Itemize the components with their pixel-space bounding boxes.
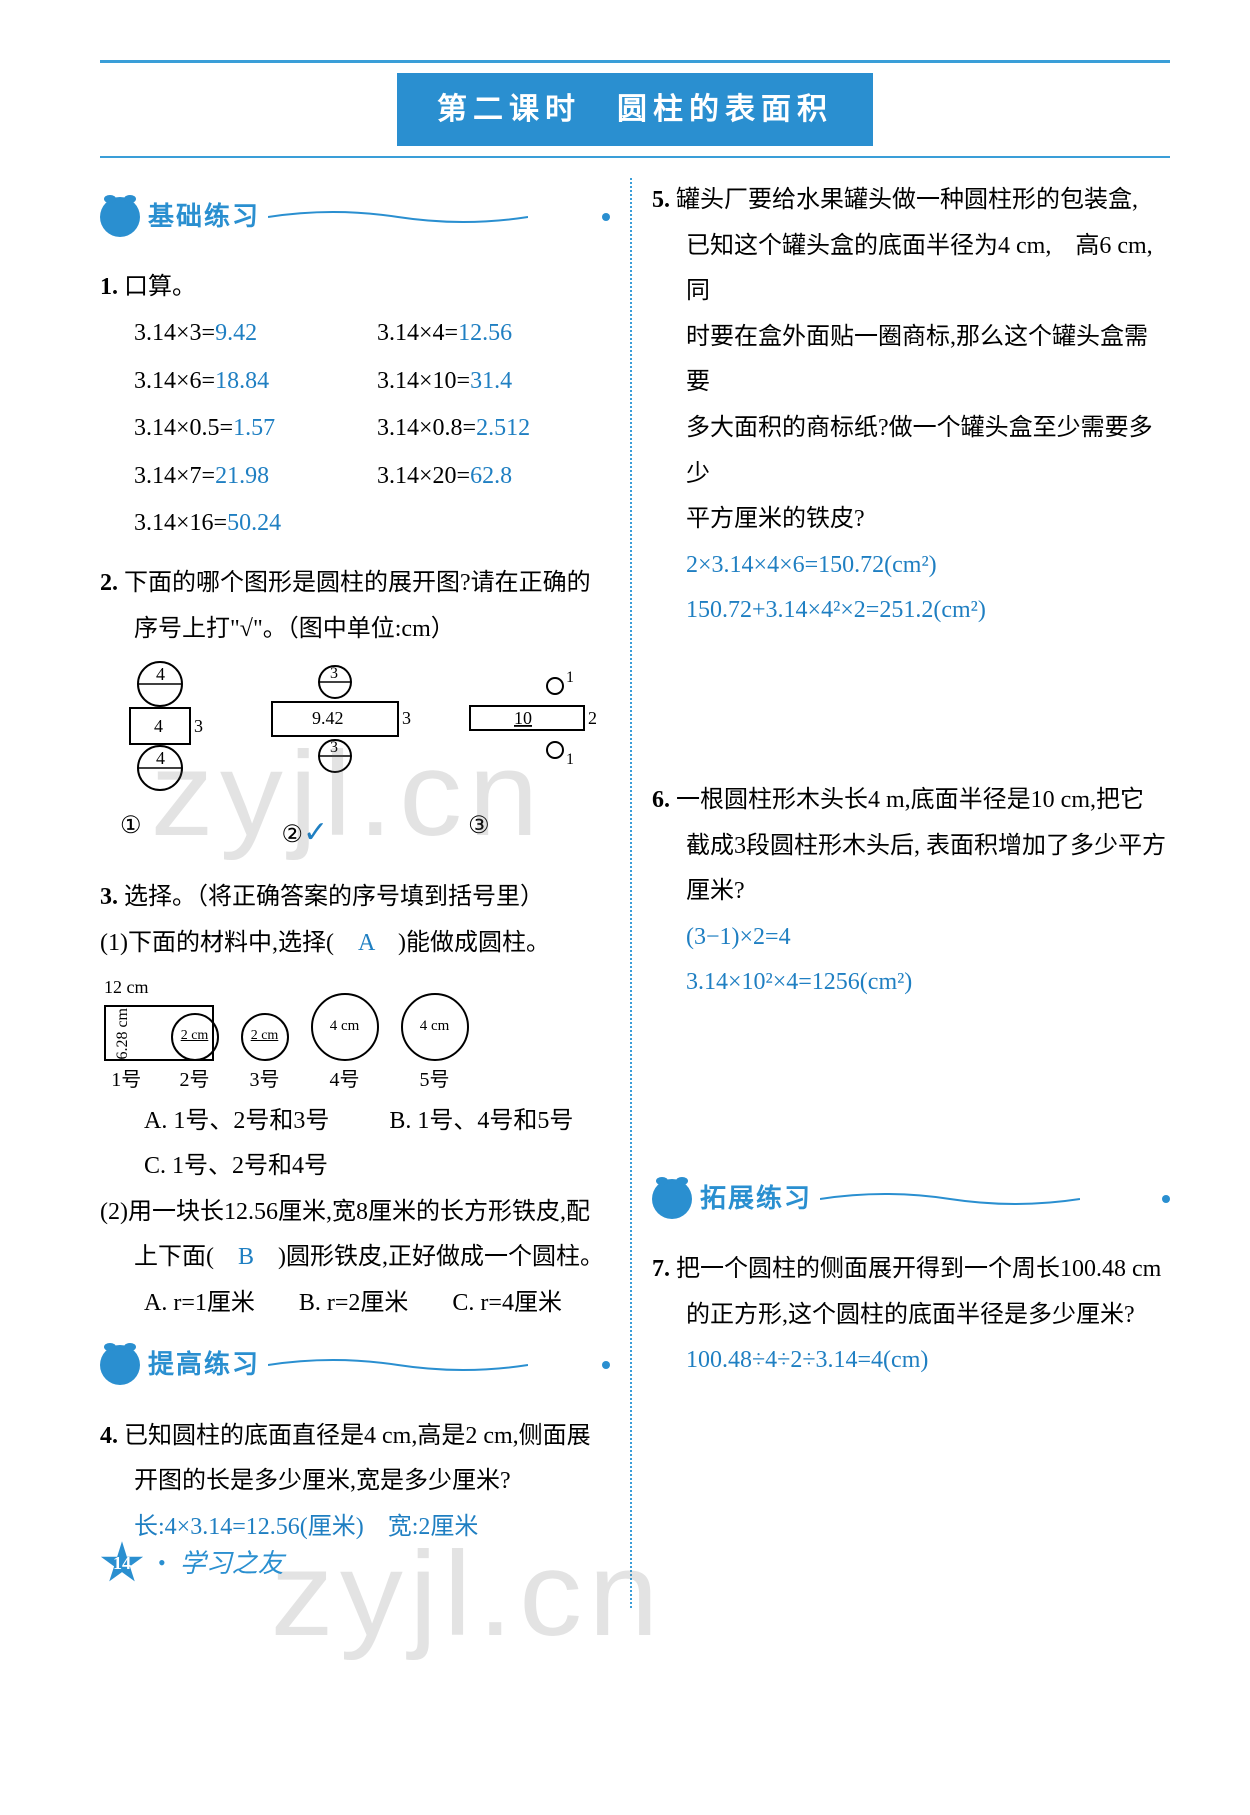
svg-text:4: 4 bbox=[156, 748, 165, 768]
svg-text:3: 3 bbox=[330, 665, 338, 682]
section-improve: 提高练习 bbox=[100, 1340, 610, 1389]
calc-item: 3.14×0.8=2.512 bbox=[377, 406, 610, 452]
question-3: 3. 选择。（将正确答案的序号填到括号里） (1)下面的材料中,选择( A )能… bbox=[100, 875, 610, 1326]
footer-title: 学习之友 bbox=[180, 1539, 284, 1588]
section-icon bbox=[100, 197, 140, 237]
q3p1-optA: A. 1号、2号和3号 bbox=[144, 1099, 329, 1145]
q6-answer-2: 3.14×10²×4=1256(cm²) bbox=[652, 960, 1170, 1006]
calc-item: 3.14×6=18.84 bbox=[134, 359, 367, 405]
q3p1-optC: C. 1号、2号和4号 bbox=[144, 1153, 328, 1179]
section-underline bbox=[820, 1193, 1154, 1205]
svg-text:3: 3 bbox=[330, 739, 338, 756]
calc-item: 3.14×3=9.42 bbox=[134, 311, 367, 357]
calc-item: 3.14×10=31.4 bbox=[377, 359, 610, 405]
svg-text:1: 1 bbox=[566, 669, 574, 686]
question-4: 4. 已知圆柱的底面直径是4 cm,高是2 cm,侧面展 开图的长是多少厘米,宽… bbox=[100, 1414, 610, 1551]
q2-diagrams: 4 4 3 4 3 9.42 3 bbox=[100, 652, 610, 804]
svg-text:4: 4 bbox=[156, 664, 165, 684]
q1-num: 1. bbox=[100, 274, 118, 300]
section-underline bbox=[268, 211, 594, 223]
svg-text:2: 2 bbox=[588, 708, 597, 728]
diagram-3: 1 10 2 1 bbox=[450, 660, 610, 800]
opt-label-1: ① bbox=[120, 804, 142, 861]
question-1: 1. 口算。 3.14×3=9.42 3.14×4=12.56 3.14×6=1… bbox=[100, 265, 610, 547]
page-footer: 14 • 学习之友 bbox=[100, 1539, 284, 1588]
left-column: 基础练习 1. 口算。 3.14×3=9.42 3.14×4=12.56 3.1… bbox=[100, 178, 610, 1608]
section-basic-text: 基础练习 bbox=[148, 192, 260, 241]
question-5: 5. 罐头厂要给水果罐头做一种圆柱形的包装盒, 已知这个罐头盒的底面半径为4 c… bbox=[652, 178, 1170, 634]
page-number-star: 14 bbox=[100, 1541, 144, 1585]
q3p2-optB: B. r=2厘米 bbox=[299, 1281, 409, 1327]
shape-circle-4: 4 cm 4号 bbox=[311, 993, 379, 1099]
svg-text:10: 10 bbox=[514, 708, 532, 728]
q5-answer-2: 150.72+3.14×4²×2=251.2(cm²) bbox=[652, 588, 1170, 634]
q6-answer-1: (3−1)×2=4 bbox=[652, 915, 1170, 961]
section-basic: 基础练习 bbox=[100, 192, 610, 241]
calc-item: 3.14×7=21.98 bbox=[134, 454, 367, 500]
question-7: 7. 把一个圆柱的侧面展开得到一个周长100.48 cm 的正方形,这个圆柱的底… bbox=[652, 1247, 1170, 1384]
shape-rect: 12 cm 6.28 cm 1号 bbox=[104, 970, 149, 1098]
svg-text:9.42: 9.42 bbox=[312, 708, 344, 728]
section-improve-text: 提高练习 bbox=[148, 1340, 260, 1389]
column-divider bbox=[630, 178, 632, 1608]
dot-icon bbox=[602, 1361, 610, 1369]
svg-text:4: 4 bbox=[154, 716, 163, 736]
top-rule bbox=[100, 60, 1170, 63]
dot-icon bbox=[602, 213, 610, 221]
svg-text:3: 3 bbox=[194, 716, 203, 736]
calc-item: 3.14×20=62.8 bbox=[377, 454, 610, 500]
q1-title: 口算。 bbox=[124, 274, 196, 300]
diagram-1: 4 4 3 4 bbox=[100, 660, 220, 800]
calc-item: 3.14×4=12.56 bbox=[377, 311, 610, 357]
q5-answer-1: 2×3.14×4×6=150.72(cm²) bbox=[652, 543, 1170, 589]
check-icon: ✓ bbox=[303, 804, 328, 861]
question-6: 6. 一根圆柱形木头长4 m,底面半径是10 cm,把它 截成3段圆柱形木头后,… bbox=[652, 778, 1170, 1006]
shape-circle-5: 4 cm 5号 bbox=[401, 993, 469, 1099]
q3p1-optB: B. 1号、4号和5号 bbox=[389, 1099, 573, 1145]
shape-circle-3: 2 cm 3号 bbox=[241, 1013, 289, 1099]
section-extend: 拓展练习 bbox=[652, 1174, 1170, 1223]
calc-item: 3.14×0.5=1.57 bbox=[134, 406, 367, 452]
calc-item: 3.14×16=50.24 bbox=[134, 501, 610, 547]
q3-shapes: 12 cm 6.28 cm 1号 2 cm 2号 2 cm 3号 bbox=[100, 966, 610, 1098]
q3p2-optC: C. r=4厘米 bbox=[452, 1281, 562, 1327]
svg-text:1: 1 bbox=[566, 751, 574, 768]
section-icon bbox=[652, 1179, 692, 1219]
dot-icon bbox=[1162, 1195, 1170, 1203]
svg-text:3: 3 bbox=[402, 708, 411, 728]
foot-dot-icon: • bbox=[158, 1542, 166, 1584]
question-2: 2. 下面的哪个图形是圆柱的展开图?请在正确的 序号上打"√"。（图中单位:cm… bbox=[100, 561, 610, 861]
section-underline bbox=[268, 1359, 594, 1371]
opt-label-3: ③ bbox=[468, 804, 490, 861]
q7-answer: 100.48÷4÷2÷3.14=4(cm) bbox=[652, 1338, 1170, 1384]
lesson-title: 第二课时 圆柱的表面积 bbox=[397, 73, 873, 146]
right-column: 5. 罐头厂要给水果罐头做一种圆柱形的包装盒, 已知这个罐头盒的底面半径为4 c… bbox=[652, 178, 1170, 1608]
q3p2-optA: A. r=1厘米 bbox=[144, 1281, 255, 1327]
diagram-2: 3 9.42 3 3 bbox=[250, 660, 420, 800]
section-extend-text: 拓展练习 bbox=[700, 1174, 812, 1223]
opt-label-2: ②✓ bbox=[282, 804, 329, 861]
section-icon bbox=[100, 1345, 140, 1385]
shape-circle-2: 2 cm 2号 bbox=[171, 1013, 219, 1099]
